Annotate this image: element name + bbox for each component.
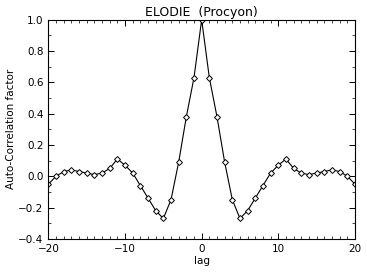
Y-axis label: Auto-Correlation factor: Auto-Correlation factor bbox=[6, 69, 15, 189]
X-axis label: lag: lag bbox=[194, 256, 210, 267]
Title: ELODIE  (Procyon): ELODIE (Procyon) bbox=[145, 5, 258, 18]
